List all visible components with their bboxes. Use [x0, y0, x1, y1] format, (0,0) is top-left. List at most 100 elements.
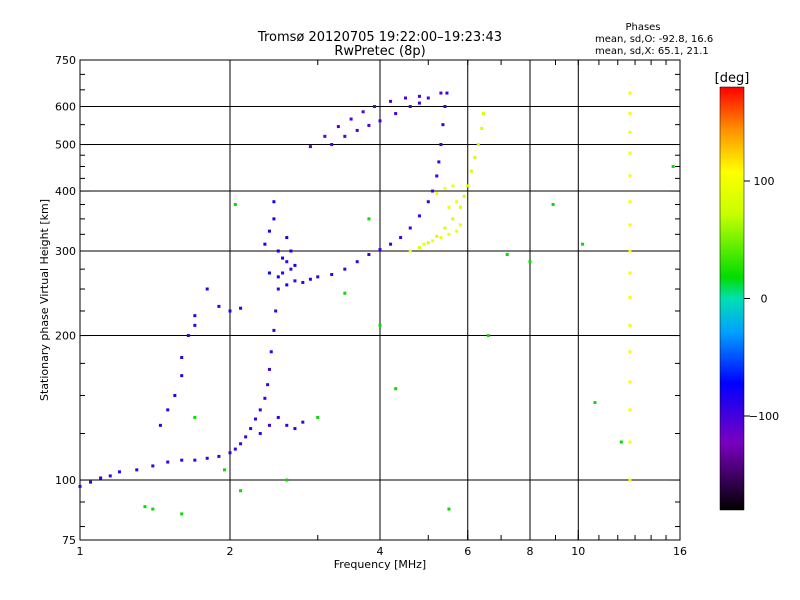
- data-point: [223, 468, 226, 471]
- colorbar: [deg] 100 0 −100: [715, 71, 779, 510]
- data-point: [422, 243, 425, 246]
- data-point: [463, 195, 466, 198]
- data-point: [373, 105, 376, 108]
- data-point: [293, 279, 296, 282]
- data-point: [234, 448, 237, 451]
- stats-heading: Phases: [625, 22, 660, 33]
- data-point: [180, 512, 183, 515]
- data-point: [379, 248, 382, 251]
- data-point: [443, 187, 446, 190]
- y-axis-ticks: 75 100 200 300 400 500 600 750: [55, 54, 680, 547]
- data-point: [629, 479, 632, 482]
- data-point: [427, 97, 430, 100]
- data-point: [394, 112, 397, 115]
- y-tick-label: 75: [62, 534, 76, 547]
- data-point: [337, 125, 340, 128]
- data-point: [193, 459, 196, 462]
- data-point: [629, 131, 632, 134]
- x-tick-label: 16: [673, 545, 687, 558]
- data-point: [409, 105, 412, 108]
- data-point: [118, 470, 121, 473]
- x-tick-label: 8: [527, 545, 534, 558]
- data-point: [281, 257, 284, 260]
- data-point: [418, 102, 421, 105]
- data-point: [309, 145, 312, 148]
- data-point: [239, 442, 242, 445]
- data-point: [473, 156, 476, 159]
- data-point: [629, 250, 632, 253]
- data-point: [435, 174, 438, 177]
- data-point: [418, 214, 421, 217]
- data-point: [441, 123, 444, 126]
- data-point: [356, 260, 359, 263]
- data-point: [451, 184, 454, 187]
- data-point: [447, 508, 450, 511]
- data-point: [343, 268, 346, 271]
- y-tick-label: 100: [55, 474, 76, 487]
- x-tick-label: 4: [377, 545, 384, 558]
- data-point: [506, 253, 509, 256]
- colorbar-gradient: [720, 87, 744, 510]
- data-point: [431, 190, 434, 193]
- data-point: [277, 275, 280, 278]
- data-point: [289, 250, 292, 253]
- data-point: [270, 350, 273, 353]
- data-point: [193, 416, 196, 419]
- data-point: [629, 441, 632, 444]
- data-point: [343, 135, 346, 138]
- data-point: [367, 217, 370, 220]
- data-point: [629, 174, 632, 177]
- data-point: [399, 236, 402, 239]
- data-point: [254, 418, 257, 421]
- data-point: [439, 143, 442, 146]
- data-point: [620, 441, 623, 444]
- data-point: [672, 165, 675, 168]
- y-tick-label: 400: [55, 185, 76, 198]
- colorbar-label: [deg]: [715, 71, 750, 86]
- data-point: [277, 250, 280, 253]
- data-point: [301, 421, 304, 424]
- data-point: [629, 200, 632, 203]
- data-point: [629, 296, 632, 299]
- data-point: [394, 387, 397, 390]
- gridlines: [80, 60, 680, 540]
- data-point: [418, 95, 421, 98]
- data-point: [217, 455, 220, 458]
- data-point: [629, 408, 632, 411]
- data-point: [459, 206, 462, 209]
- plot-area: 1 2 4 6 8 10 16 75 100 200 300 400 500 600 750: [55, 54, 687, 558]
- stats-line-o: mean, sd,O: -92.8, 16.6: [595, 34, 713, 45]
- data-point: [151, 508, 154, 511]
- data-point: [249, 427, 252, 430]
- data-point: [277, 288, 280, 291]
- data-point: [629, 324, 632, 327]
- data-point: [552, 203, 555, 206]
- data-point: [389, 100, 392, 103]
- data-point: [455, 230, 458, 233]
- data-point: [285, 236, 288, 239]
- data-point: [263, 397, 266, 400]
- data-point: [466, 184, 469, 187]
- data-point: [272, 329, 275, 332]
- data-point: [629, 223, 632, 226]
- data-point: [581, 243, 584, 246]
- data-point: [435, 235, 438, 238]
- data-point: [593, 401, 596, 404]
- data-point: [447, 233, 450, 236]
- data-point: [487, 334, 490, 337]
- y-tick-label: 750: [55, 54, 76, 67]
- data-point: [482, 112, 485, 115]
- data-point: [99, 476, 102, 479]
- data-point: [309, 278, 312, 281]
- data-point: [274, 309, 277, 312]
- data-point: [285, 479, 288, 482]
- x-tick-label: 1: [77, 545, 84, 558]
- data-point: [629, 112, 632, 115]
- data-point: [151, 464, 154, 467]
- data-point: [281, 271, 284, 274]
- y-tick-label: 500: [55, 139, 76, 152]
- data-point: [362, 110, 365, 113]
- data-point: [263, 243, 266, 246]
- data-point: [330, 143, 333, 146]
- data-point: [277, 416, 280, 419]
